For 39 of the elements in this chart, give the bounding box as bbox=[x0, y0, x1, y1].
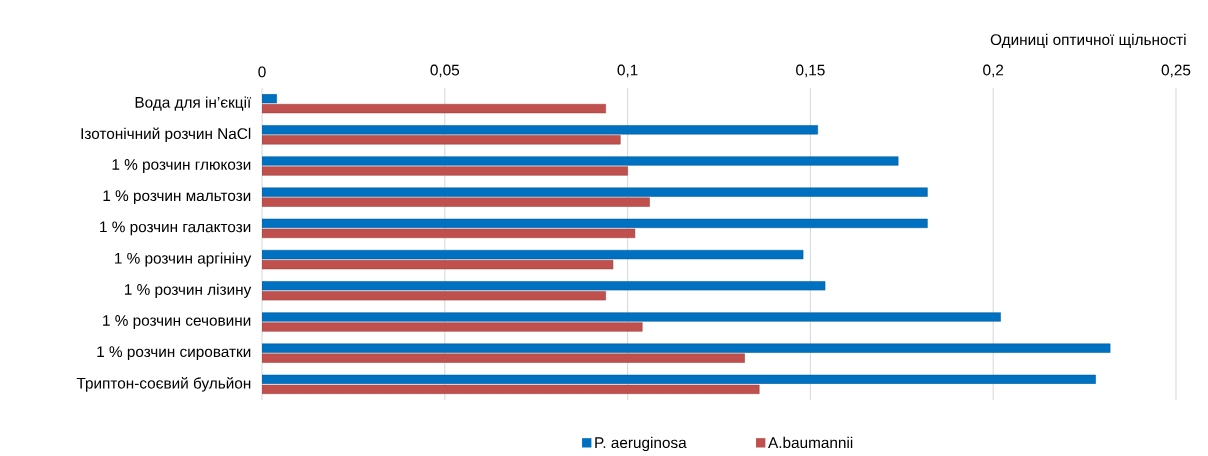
bar bbox=[262, 125, 818, 135]
x-axis-title: Одиниці оптичної щільності bbox=[990, 33, 1186, 48]
y-tick-label: 1 % розчин галактози bbox=[100, 221, 251, 236]
bar bbox=[262, 374, 1096, 384]
bar bbox=[262, 281, 826, 291]
y-tick-label: 1 % розчин мальтози bbox=[103, 190, 251, 205]
legend-label: A.baumannii bbox=[768, 436, 853, 449]
y-tick-label: Вода для ін’єкції bbox=[135, 96, 252, 111]
bar bbox=[262, 291, 606, 301]
bar bbox=[262, 228, 636, 238]
y-tick-label: 1 % розчин аргініну bbox=[115, 252, 252, 267]
bar bbox=[262, 197, 650, 207]
y-tick-label: Ізотонічний розчин NaCl bbox=[81, 127, 251, 143]
x-tick-label: 0,05 bbox=[430, 64, 460, 78]
bar bbox=[262, 104, 606, 114]
x-tick-label: 0,1 bbox=[617, 64, 638, 78]
y-tick-label: Триптон-соєвий бульйон bbox=[76, 377, 251, 392]
bar bbox=[262, 384, 760, 394]
y-tick-label: 1 % розчин глюкози bbox=[112, 159, 251, 173]
bar bbox=[262, 343, 1111, 353]
x-tick-label: 0,25 bbox=[1161, 64, 1191, 78]
bar bbox=[262, 312, 1001, 322]
x-tick-label: 0 bbox=[258, 66, 266, 78]
y-tick-label: 1 % розчин сироватки bbox=[97, 346, 251, 361]
bar bbox=[262, 218, 928, 228]
x-tick-label: 0,2 bbox=[983, 64, 1004, 78]
y-tick-label: 1 % розчин лізину bbox=[125, 283, 252, 298]
bar bbox=[262, 259, 614, 270]
bar bbox=[262, 187, 928, 197]
bar bbox=[262, 249, 804, 260]
x-tick-label: 0,15 bbox=[796, 64, 825, 78]
bar bbox=[262, 94, 277, 104]
bar bbox=[262, 353, 745, 363]
legend-label: P. aeruginosa bbox=[595, 436, 687, 452]
bar bbox=[262, 322, 643, 332]
bar bbox=[262, 166, 628, 176]
bar bbox=[262, 156, 899, 166]
y-tick-label: 1 % розчин сечовини bbox=[103, 315, 251, 329]
bar bbox=[262, 135, 621, 145]
